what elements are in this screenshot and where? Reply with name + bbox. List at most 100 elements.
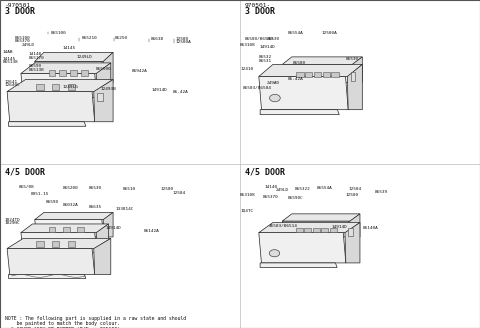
Text: 12500A: 12500A	[322, 31, 337, 35]
Bar	[348, 228, 353, 236]
Bar	[63, 227, 70, 232]
Bar	[36, 241, 44, 247]
Text: 865200: 865200	[62, 186, 78, 190]
Bar	[296, 228, 303, 232]
Text: 1Q4TC: 1Q4TC	[240, 209, 253, 213]
Text: NOTE : The following part is supplied in a raw state and should
    be painted t: NOTE : The following part is supplied in…	[5, 316, 186, 328]
Polygon shape	[352, 57, 362, 83]
Bar	[77, 227, 84, 232]
Text: 1024TD: 1024TD	[5, 218, 21, 222]
Polygon shape	[21, 73, 97, 98]
Bar	[68, 241, 75, 247]
Polygon shape	[35, 220, 104, 237]
Bar	[314, 72, 321, 77]
Bar	[97, 93, 103, 101]
Circle shape	[270, 94, 280, 102]
Bar	[60, 70, 66, 76]
Text: 86-42A: 86-42A	[288, 77, 304, 81]
Text: 86500/86530: 86500/86530	[245, 37, 274, 41]
Text: 865/08: 865/08	[19, 185, 35, 189]
Text: 14914D: 14914D	[259, 45, 275, 49]
Text: 863108: 863108	[240, 193, 256, 197]
Polygon shape	[9, 275, 86, 278]
Bar	[350, 72, 355, 81]
Text: 86140A: 86140A	[362, 226, 378, 230]
Bar	[68, 84, 75, 91]
Polygon shape	[96, 224, 108, 253]
Text: 12500A: 12500A	[175, 40, 191, 44]
Text: 86532: 86532	[259, 55, 272, 59]
Polygon shape	[35, 52, 113, 61]
Text: 4/5 DOOR: 4/5 DOOR	[5, 168, 45, 177]
Text: 1249LG: 1249LG	[62, 85, 78, 89]
Text: 12504: 12504	[173, 191, 186, 195]
Circle shape	[269, 250, 280, 257]
Text: 14914D: 14914D	[106, 226, 121, 230]
Polygon shape	[7, 79, 113, 92]
Polygon shape	[260, 263, 337, 267]
Bar	[52, 84, 60, 91]
Text: 3 DOOR: 3 DOOR	[245, 7, 275, 16]
Bar	[330, 228, 336, 232]
Polygon shape	[259, 76, 348, 110]
Bar	[52, 241, 60, 247]
Polygon shape	[21, 233, 97, 253]
Text: 1249LD: 1249LD	[77, 55, 93, 59]
Bar	[70, 70, 77, 76]
Bar	[313, 228, 320, 232]
Polygon shape	[7, 249, 95, 275]
Polygon shape	[282, 57, 362, 64]
Polygon shape	[260, 110, 339, 115]
Text: 86250: 86250	[115, 36, 128, 40]
Text: 14145: 14145	[62, 46, 75, 50]
Polygon shape	[282, 221, 350, 237]
Text: 12641: 12641	[5, 80, 18, 84]
Text: 12493B: 12493B	[101, 87, 117, 91]
Text: 14AB: 14AB	[2, 51, 13, 54]
Text: 865210: 865210	[82, 36, 97, 40]
Text: 865100: 865100	[50, 31, 66, 35]
Text: 86-42A: 86-42A	[173, 91, 189, 94]
Text: 865170: 865170	[29, 56, 45, 60]
Polygon shape	[348, 64, 362, 110]
Bar	[323, 72, 330, 77]
Text: 133814C: 133814C	[115, 207, 133, 211]
Polygon shape	[96, 63, 111, 98]
Text: 865138: 865138	[29, 68, 45, 72]
Text: 12640C: 12640C	[5, 83, 21, 87]
Polygon shape	[9, 122, 86, 126]
Text: 86590: 86590	[29, 64, 42, 68]
Polygon shape	[282, 214, 360, 221]
Text: 865370: 865370	[14, 39, 30, 43]
Text: 14140: 14140	[264, 185, 277, 189]
Bar	[81, 70, 88, 76]
Text: 12500: 12500	[161, 187, 174, 191]
Text: 249AD: 249AD	[266, 81, 279, 85]
Bar	[36, 84, 44, 91]
Text: 12500: 12500	[175, 37, 188, 41]
Text: 86530: 86530	[346, 57, 359, 61]
Polygon shape	[21, 63, 111, 73]
Text: 12500: 12500	[346, 193, 359, 197]
Text: 14148: 14148	[29, 52, 42, 56]
Text: 86539: 86539	[374, 190, 387, 194]
Text: 14914D: 14914D	[151, 88, 167, 92]
Text: 86503/86504: 86503/86504	[242, 86, 271, 90]
Bar	[305, 72, 312, 77]
Text: 86942A: 86942A	[132, 69, 148, 72]
Bar	[321, 228, 328, 232]
Text: 249LD: 249LD	[22, 43, 35, 47]
Polygon shape	[21, 224, 108, 233]
Bar	[48, 70, 56, 76]
Polygon shape	[282, 64, 353, 83]
Text: 86032A: 86032A	[62, 203, 78, 207]
Text: 865500: 865500	[96, 67, 112, 71]
Text: 865100: 865100	[14, 36, 30, 40]
Text: 249LD: 249LD	[276, 188, 289, 192]
Polygon shape	[103, 213, 113, 237]
Polygon shape	[259, 222, 360, 233]
Text: -970501: -970501	[5, 3, 31, 8]
Text: 86142A: 86142A	[144, 229, 160, 233]
Polygon shape	[259, 64, 362, 76]
Text: 14914D: 14914D	[331, 225, 347, 229]
